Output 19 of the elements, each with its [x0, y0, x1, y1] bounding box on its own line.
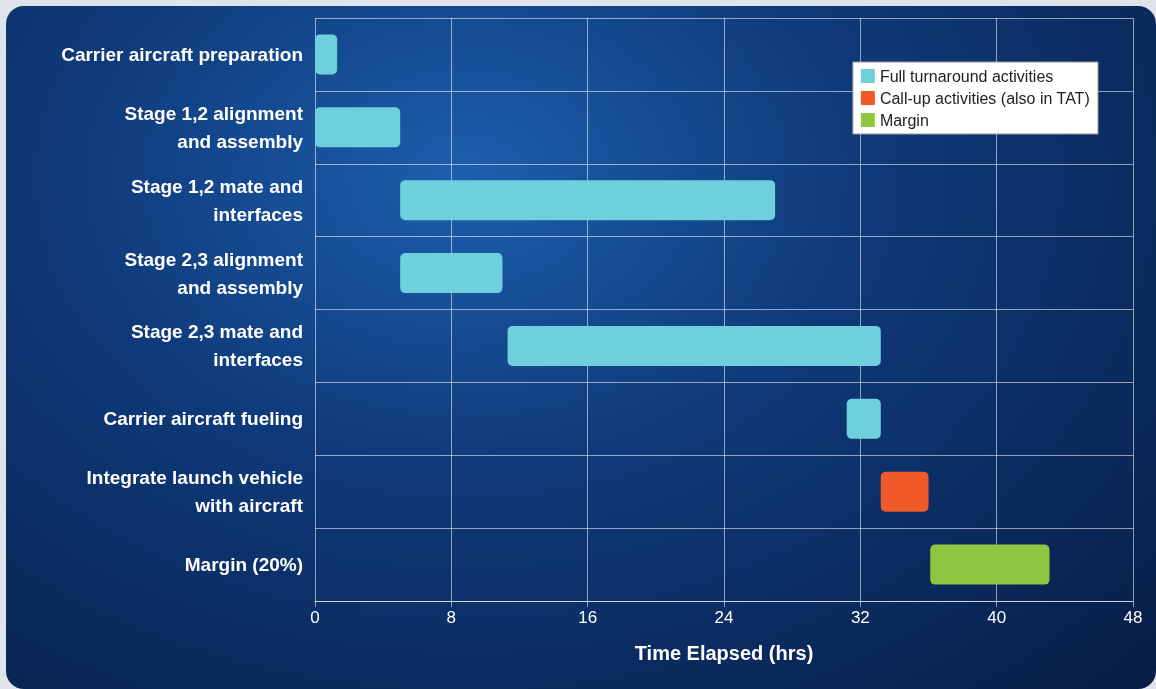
x-tick-label: 16	[578, 608, 598, 627]
x-tick-label: 32	[850, 608, 870, 627]
x-tick-label: 40	[987, 608, 1007, 627]
y-tick-label: Integrate launch vehicle with aircraft	[86, 467, 304, 517]
y-tick-label: Stage 2,3 mate and interfaces	[130, 321, 303, 371]
legend-label: Margin	[879, 111, 929, 129]
y-tick-label: Stage 1,2 mate and interfaces	[130, 175, 303, 225]
y-tick-label: Stage 1,2 alignment and assembly	[124, 102, 304, 152]
y-tick-label: Carrier aircraft preparation	[61, 43, 303, 65]
x-tick-label: 48	[1123, 608, 1143, 627]
x-tick-label: 0	[310, 608, 320, 627]
x-axis-title: Time Elapsed (hrs)	[634, 642, 814, 664]
legend-label: Full turnaround activities	[879, 67, 1054, 85]
legend-label: Call-up activities (also in TAT)	[879, 89, 1090, 107]
x-tick-label: 8	[446, 608, 457, 627]
y-tick-label: Margin (20%)	[184, 554, 303, 576]
x-tick-label: 24	[714, 608, 734, 627]
y-tick-label: Stage 2,3 alignment and assembly	[124, 248, 304, 298]
y-tick-label: Carrier aircraft fueling	[103, 408, 303, 430]
